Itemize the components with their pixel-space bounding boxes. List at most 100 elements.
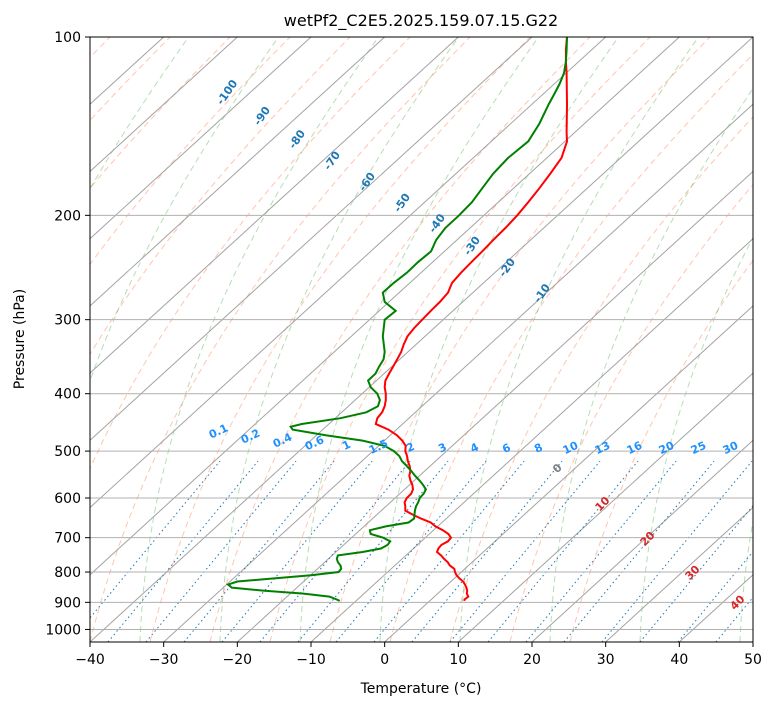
isotherm-label: -100 xyxy=(214,77,241,107)
isotherm-line xyxy=(90,37,753,642)
mixing-ratio-line xyxy=(107,460,259,642)
y-tick-label: 400 xyxy=(54,387,81,403)
y-axis-ticks: 100 200 300 400 500 600 700 800 900 1000 xyxy=(45,30,90,638)
x-tick-label: 50 xyxy=(744,652,762,668)
isotherm-line xyxy=(310,237,753,642)
x-tick-label: 40 xyxy=(670,652,688,668)
moist-adiabat-line xyxy=(739,518,753,642)
dry-adiabat-label: 0 xyxy=(550,461,565,476)
isotherm-label: -20 xyxy=(496,255,518,279)
mixing-ratio-label: 16 xyxy=(625,439,645,457)
mixing-ratio-label: 3 xyxy=(436,440,448,455)
mixing-ratio-label: 1 xyxy=(340,438,352,453)
mixing-ratio-label: 13 xyxy=(593,439,612,457)
moist-adiabat-line xyxy=(379,37,620,642)
mixing-ratio-line xyxy=(259,460,411,642)
mixing-ratio-label: 0.1 xyxy=(207,421,230,441)
y-axis-title: Pressure (hPa) xyxy=(12,289,28,389)
x-tick-label: −10 xyxy=(296,652,326,668)
dry-adiabat-label: 10 xyxy=(593,494,613,514)
isotherm-line xyxy=(90,37,386,307)
mixing-ratio-label: 8 xyxy=(532,441,544,456)
mixing-ratio-line xyxy=(90,460,221,619)
mixing-ratio-line xyxy=(601,460,753,642)
mixing-ratio-label: 25 xyxy=(689,439,708,457)
x-tick-label: −40 xyxy=(75,652,105,668)
mixing-ratio-label: 0.4 xyxy=(271,430,294,450)
isotherm-line xyxy=(752,641,753,642)
y-tick-label: 900 xyxy=(54,595,81,611)
mixing-ratio-line xyxy=(221,460,373,642)
y-tick-label: 700 xyxy=(54,531,81,547)
mixing-ratio-line xyxy=(183,460,335,642)
moist-adiabat-line xyxy=(299,37,540,642)
y-tick-label: 600 xyxy=(54,491,81,507)
x-axis-title: Temperature (°C) xyxy=(360,681,482,697)
x-axis-ticks: −40 −30 −20 −10 0 10 20 30 40 50 xyxy=(75,642,762,668)
isotherm-label: -50 xyxy=(391,191,413,215)
mixing-ratio-label: 0.6 xyxy=(303,433,326,453)
x-tick-label: 30 xyxy=(597,652,615,668)
x-tick-label: −20 xyxy=(223,652,253,668)
isotherm-line xyxy=(605,506,753,642)
background-lines xyxy=(90,37,753,642)
moist-adiabat-line xyxy=(639,236,753,642)
isotherm-line xyxy=(531,439,753,642)
mixing-ratio-line xyxy=(677,550,753,642)
mixing-ratio-line xyxy=(563,460,715,642)
moist-adiabat-line xyxy=(90,37,190,190)
mixing-ratio-label: 30 xyxy=(721,439,741,457)
dry-adiabat-line xyxy=(329,37,711,642)
dry-adiabat-label: 20 xyxy=(638,529,658,549)
y-tick-label: 100 xyxy=(54,30,81,46)
isotherm-line xyxy=(457,372,753,642)
dry-adiabat-line xyxy=(269,37,651,642)
dry-adiabat-line xyxy=(90,37,471,642)
mixing-ratio-line xyxy=(639,504,753,642)
y-tick-label: 300 xyxy=(54,313,81,329)
plot-frame xyxy=(89,36,754,643)
y-tick-label: 800 xyxy=(54,565,81,581)
isotherm-label: -60 xyxy=(356,170,378,194)
dry-adiabat-line xyxy=(90,37,411,470)
mixing-ratio-label: 20 xyxy=(657,439,677,457)
dry-adiabat-line xyxy=(90,37,291,266)
dry-adiabat-line xyxy=(90,37,231,190)
dry-adiabat-label: 30 xyxy=(683,563,703,583)
moist-adiabat-line xyxy=(90,37,280,383)
isotherm-line xyxy=(90,37,312,240)
moist-adiabat-line xyxy=(549,87,753,642)
dry-adiabat-line xyxy=(90,37,171,122)
isotherm-line xyxy=(163,103,753,642)
chart-title: wetPf2_C2E5.2025.159.07.15.G22 xyxy=(284,11,558,31)
isotherm-line xyxy=(90,37,680,576)
isotherm-line xyxy=(90,37,533,442)
isotherm-line xyxy=(90,37,238,173)
moist-adiabat-line xyxy=(139,37,380,642)
mixing-ratio-line xyxy=(373,460,525,642)
mixing-ratio-line xyxy=(297,460,449,642)
mixing-ratio-line xyxy=(449,460,601,642)
series-line-1 xyxy=(226,37,568,602)
mixing-ratio-label: 6 xyxy=(500,441,513,456)
dry-adiabat-line xyxy=(389,53,753,642)
y-tick-label: 200 xyxy=(54,208,81,224)
series-line-0 xyxy=(374,37,569,602)
mixing-ratio-label: 36 xyxy=(753,439,773,457)
series-lines xyxy=(226,37,569,602)
dry-adiabat-line xyxy=(209,37,591,642)
mixing-ratio-line xyxy=(411,460,563,642)
x-tick-label: 0 xyxy=(380,652,389,668)
mixing-ratio-label: 1.5 xyxy=(367,437,390,457)
x-tick-label: 10 xyxy=(449,652,467,668)
dry-adiabat-line xyxy=(569,259,753,642)
isotherm-label: -90 xyxy=(251,104,273,128)
y-tick-label: 1000 xyxy=(45,622,81,638)
y-tick-label: 500 xyxy=(54,444,81,460)
mixing-ratio-label: 0.2 xyxy=(239,427,262,447)
dry-adiabat-line xyxy=(149,37,531,642)
x-tick-label: 20 xyxy=(523,652,541,668)
moist-adiabat-line xyxy=(219,37,460,642)
mixing-ratio-line xyxy=(487,460,639,642)
